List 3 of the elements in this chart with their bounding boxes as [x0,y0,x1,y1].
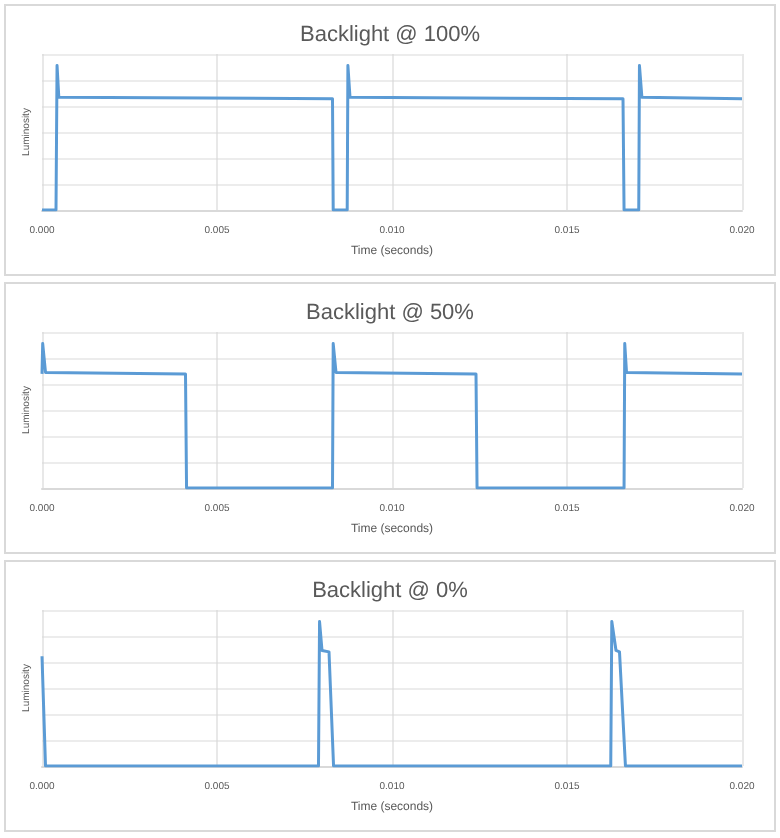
chart-title: Backlight @ 0% [312,579,469,603]
chart-title: Backlight @ 100% [299,23,481,47]
chart-title: Backlight @ 50% [306,301,475,325]
